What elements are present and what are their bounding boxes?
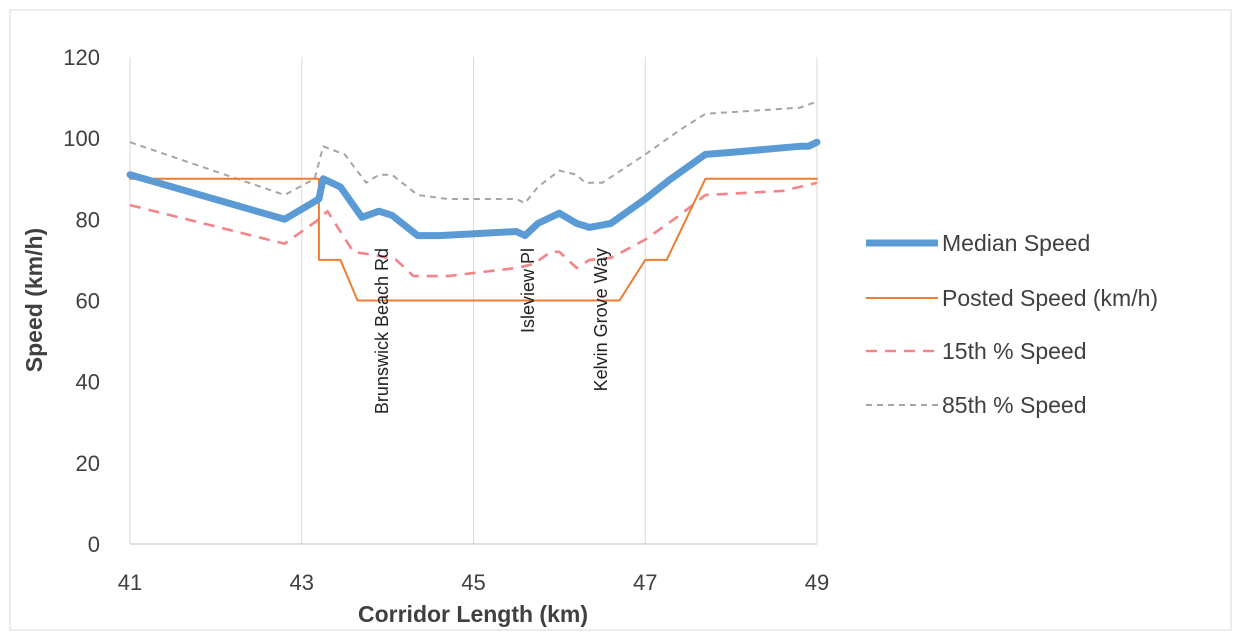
x-axis-title: Corridor Length (km) <box>358 601 588 627</box>
legend-label: 15th % Speed <box>942 338 1087 364</box>
x-tick-label: 41 <box>118 570 142 595</box>
series-lines <box>126 100 821 302</box>
legend-label: Median Speed <box>942 230 1090 256</box>
y-tick-label: 20 <box>76 451 100 476</box>
x-tick-label: 49 <box>805 570 829 595</box>
y-tick-label: 40 <box>76 370 100 395</box>
series-line-1 <box>129 177 818 302</box>
axes: 41 43 45 47 49 0 20 40 60 80 100 120 <box>63 45 829 595</box>
series-line-3 <box>129 100 818 205</box>
x-tick-label: 47 <box>633 570 657 595</box>
legend: Median Speed Posted Speed (km/h) 15th % Sp… <box>866 230 1158 418</box>
y-tick-label: 80 <box>76 207 100 232</box>
x-tick-label: 45 <box>461 570 485 595</box>
series-line-2 <box>129 181 818 278</box>
series-line-0 <box>126 138 821 240</box>
legend-label: Posted Speed (km/h) <box>942 285 1158 311</box>
y-tick-label: 60 <box>76 289 100 314</box>
annotation-label: Brunswick Beach Rd <box>372 248 392 414</box>
chart-border <box>9 9 1232 631</box>
y-tick-label: 120 <box>63 45 100 70</box>
y-tick-label: 100 <box>63 126 100 151</box>
annotations: Brunswick Beach Rd Isleview Pl Kelvin Grov… <box>372 248 611 414</box>
y-tick-label: 0 <box>88 532 100 557</box>
x-tick-label: 43 <box>290 570 314 595</box>
legend-label: 85th % Speed <box>942 392 1087 418</box>
annotation-label: Kelvin Grove Way <box>591 248 611 391</box>
y-axis-title: Speed (km/h) <box>21 228 47 372</box>
annotation-label: Isleview Pl <box>518 248 538 333</box>
